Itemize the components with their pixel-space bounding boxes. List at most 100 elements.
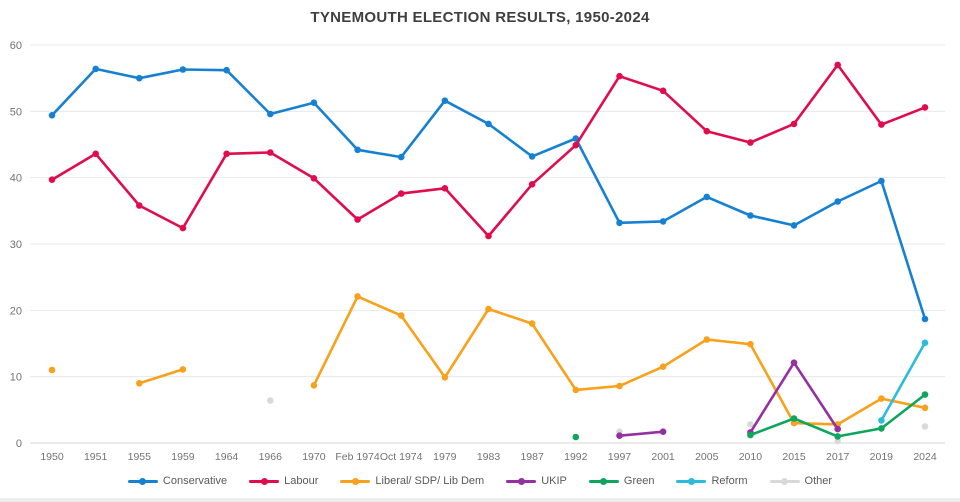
data-point-reform bbox=[921, 339, 929, 347]
legend-item-reform: Reform bbox=[676, 475, 748, 487]
data-point-conservative bbox=[136, 74, 143, 82]
x-axis-tick-label: 2019 bbox=[870, 451, 894, 463]
y-axis-tick-label: 0 bbox=[16, 438, 22, 450]
data-point-labour bbox=[310, 175, 318, 182]
data-point-conservative bbox=[48, 112, 56, 119]
legend-item-other: Other bbox=[769, 475, 833, 487]
data-point-conservative bbox=[572, 135, 580, 142]
data-point-liberal-sdp-lib-dem bbox=[703, 336, 711, 343]
legend-dot bbox=[139, 477, 147, 485]
legend-item-green: Green bbox=[588, 475, 655, 487]
data-point-labour bbox=[267, 149, 274, 156]
data-point-conservative bbox=[528, 153, 536, 160]
y-axis-tick-label: 20 bbox=[10, 305, 22, 317]
data-point-conservative bbox=[179, 66, 187, 73]
data-point-conservative bbox=[616, 219, 623, 227]
data-point-conservative bbox=[92, 65, 99, 73]
data-point-liberal-sdp-lib-dem bbox=[747, 340, 754, 348]
data-point-conservative bbox=[310, 99, 318, 106]
legend-dot bbox=[687, 477, 695, 485]
data-point-liberal-sdp-lib-dem bbox=[441, 374, 449, 381]
x-axis-tick-label: 2015 bbox=[782, 451, 806, 463]
series-line-liberal-sdp-lib-dem bbox=[138, 295, 927, 426]
data-point-liberal-sdp-lib-dem bbox=[659, 363, 667, 371]
data-point-other bbox=[747, 421, 754, 428]
legend-item-labour: Labour bbox=[249, 475, 318, 487]
data-point-liberal-sdp-lib-dem bbox=[136, 380, 143, 387]
legend-label: Green bbox=[623, 475, 655, 487]
legend-item-ukip: UKIP bbox=[506, 475, 567, 487]
data-point-labour bbox=[92, 150, 99, 158]
x-axis-tick-label: 1959 bbox=[171, 451, 195, 463]
x-axis-tick-label: 1983 bbox=[477, 451, 501, 463]
legend-dot bbox=[351, 477, 359, 485]
data-point-labour bbox=[921, 104, 929, 111]
legend-item-liberal-sdp-lib-dem: Liberal/ SDP/ Lib Dem bbox=[340, 475, 484, 487]
data-point-labour bbox=[485, 232, 492, 240]
x-axis-tick-label: Feb 1974 bbox=[335, 451, 380, 463]
data-point-conservative bbox=[878, 177, 885, 185]
data-point-liberal-sdp-lib-dem bbox=[921, 404, 929, 412]
data-point-liberal-sdp-lib-dem bbox=[48, 366, 56, 374]
x-axis-tick-label: 2024 bbox=[913, 451, 937, 463]
legend-dot bbox=[781, 477, 789, 485]
data-point-liberal-sdp-lib-dem bbox=[616, 382, 623, 390]
legend-label: Reform bbox=[711, 475, 748, 487]
x-axis-tick-label: 1970 bbox=[302, 451, 326, 463]
x-axis-tick-label: 1966 bbox=[259, 451, 283, 463]
legend-label: Conservative bbox=[162, 475, 228, 487]
data-point-labour bbox=[179, 224, 187, 232]
x-axis-tick-label: 2010 bbox=[739, 451, 763, 463]
x-axis-tick-label: 1987 bbox=[520, 451, 544, 463]
data-point-green bbox=[747, 431, 754, 439]
data-point-labour bbox=[747, 139, 754, 146]
data-point-liberal-sdp-lib-dem bbox=[310, 382, 318, 389]
data-point-labour bbox=[703, 127, 711, 135]
x-axis-tick-label: 2005 bbox=[695, 451, 719, 463]
chart-legend: Conservative Labour Liberal/ SDP/ Lib Dem U… bbox=[0, 475, 960, 487]
x-axis-tick-label: 2001 bbox=[651, 451, 675, 463]
data-point-other bbox=[921, 423, 929, 430]
data-point-labour bbox=[572, 141, 580, 149]
x-axis-tick-label: 1951 bbox=[84, 451, 108, 463]
data-point-conservative bbox=[790, 222, 798, 229]
data-point-conservative bbox=[354, 146, 361, 154]
data-point-labour bbox=[223, 150, 230, 158]
legend-item-conservative: Conservative bbox=[127, 475, 228, 487]
data-point-ukip bbox=[659, 428, 667, 436]
y-axis-tick-label: 60 bbox=[10, 40, 22, 52]
legend-label: Labour bbox=[284, 475, 319, 487]
chart-title: TYNEMOUTH ELECTION RESULTS, 1950-2024 bbox=[310, 9, 650, 26]
line-chart-canvas: 0 10 20 30 40 50 60 1950 1951 1955 1959 1964 1966 197… bbox=[10, 40, 945, 463]
x-axis-tick-label: 1964 bbox=[215, 451, 239, 463]
y-axis-tick-label: 40 bbox=[10, 173, 22, 185]
data-point-labour bbox=[528, 181, 536, 188]
data-point-liberal-sdp-lib-dem bbox=[179, 366, 187, 373]
legend-label: Other bbox=[804, 475, 833, 487]
legend-dot bbox=[517, 477, 525, 485]
data-point-labour bbox=[136, 202, 143, 209]
data-point-conservative bbox=[485, 120, 492, 128]
data-point-conservative bbox=[747, 212, 754, 219]
x-axis-tick-label: 1955 bbox=[128, 451, 152, 463]
x-axis-tick-label: 1997 bbox=[608, 451, 632, 463]
data-point-ukip bbox=[616, 432, 623, 440]
data-point-conservative bbox=[659, 218, 667, 225]
legend-line-dot-icon bbox=[769, 477, 800, 485]
data-point-green bbox=[878, 425, 885, 432]
data-point-conservative bbox=[834, 198, 841, 205]
legend-label: Liberal/ SDP/ Lib Dem bbox=[375, 475, 485, 487]
data-point-liberal-sdp-lib-dem bbox=[878, 395, 885, 402]
data-point-ukip bbox=[834, 425, 841, 433]
data-point-liberal-sdp-lib-dem bbox=[790, 419, 798, 427]
data-point-labour bbox=[397, 190, 405, 197]
data-point-labour bbox=[48, 176, 56, 183]
series-line-conservative bbox=[50, 67, 927, 321]
series-line-labour bbox=[50, 63, 927, 238]
x-axis-tick-label: 1992 bbox=[564, 451, 588, 463]
legend-label: UKIP bbox=[541, 475, 567, 487]
y-axis-tick-label: 10 bbox=[10, 372, 22, 384]
page-bottom-edge bbox=[0, 498, 960, 502]
data-point-labour bbox=[834, 61, 841, 69]
